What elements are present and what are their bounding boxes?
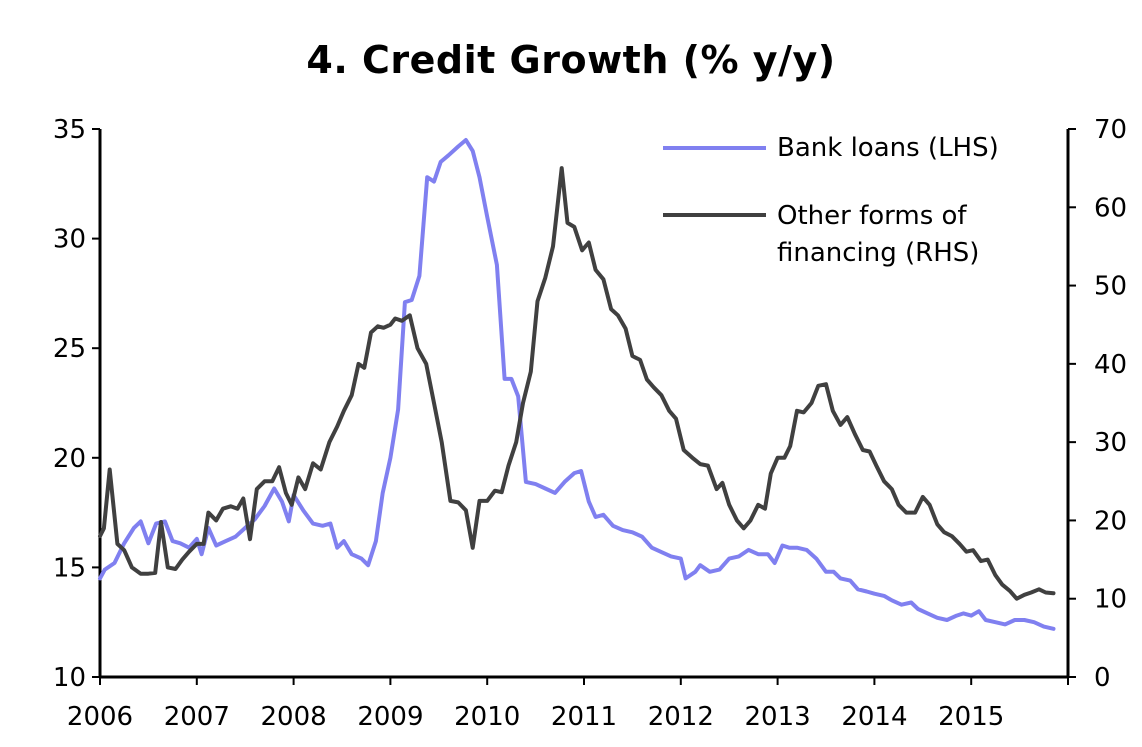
x-tick-label: 2013 [745,702,811,732]
x-tick-label: 2015 [938,702,1004,732]
y-left-tick-label: 15 [53,553,86,583]
y-left-tick-label: 25 [53,334,86,364]
x-tick-label: 2012 [648,702,714,732]
legend-label-other-financing-line2: financing (RHS) [777,238,979,268]
legend: Bank loans (LHS) Other forms of financin… [663,133,999,268]
y-right-tick-label: 50 [1094,272,1127,302]
y-right-tick-label: 70 [1094,115,1127,145]
x-tick-label: 2009 [357,702,423,732]
x-tick-label: 2014 [841,702,907,732]
x-tick-label: 2008 [261,702,327,732]
y-left-tick-label: 20 [53,444,86,474]
y-left-tick-label: 10 [53,663,86,693]
x-tick-label: 2011 [551,702,617,732]
legend-label-other-financing-line1: Other forms of [777,201,967,231]
y-right-tick-label: 10 [1094,585,1127,615]
x-tick-label: 2007 [164,702,230,732]
y-right-tick-label: 0 [1094,663,1111,693]
series-layer [98,138,1056,631]
y-right-tick-label: 30 [1094,428,1127,458]
chart-title: 4. Credit Growth (% y/y) [306,38,836,82]
y-left-tick-label: 35 [53,115,86,145]
legend-label-bank-loans: Bank loans (LHS) [777,133,999,163]
series-line-bank-loans [98,138,1056,631]
y-right-tick-label: 20 [1094,506,1127,536]
series-line-other-financing [98,166,1056,601]
axes: 10 15 20 25 30 35 0 10 20 30 40 50 60 70 2006 2007 2008 2… [53,115,1127,732]
y-right-tick-label: 60 [1094,193,1127,223]
y-right-tick-label: 40 [1094,350,1127,380]
x-tick-label: 2010 [454,702,520,732]
x-tick-label: 2006 [67,702,133,732]
y-left-tick-label: 30 [53,225,86,255]
legend-label-other-financing: Other forms of financing (RHS) [777,201,979,268]
